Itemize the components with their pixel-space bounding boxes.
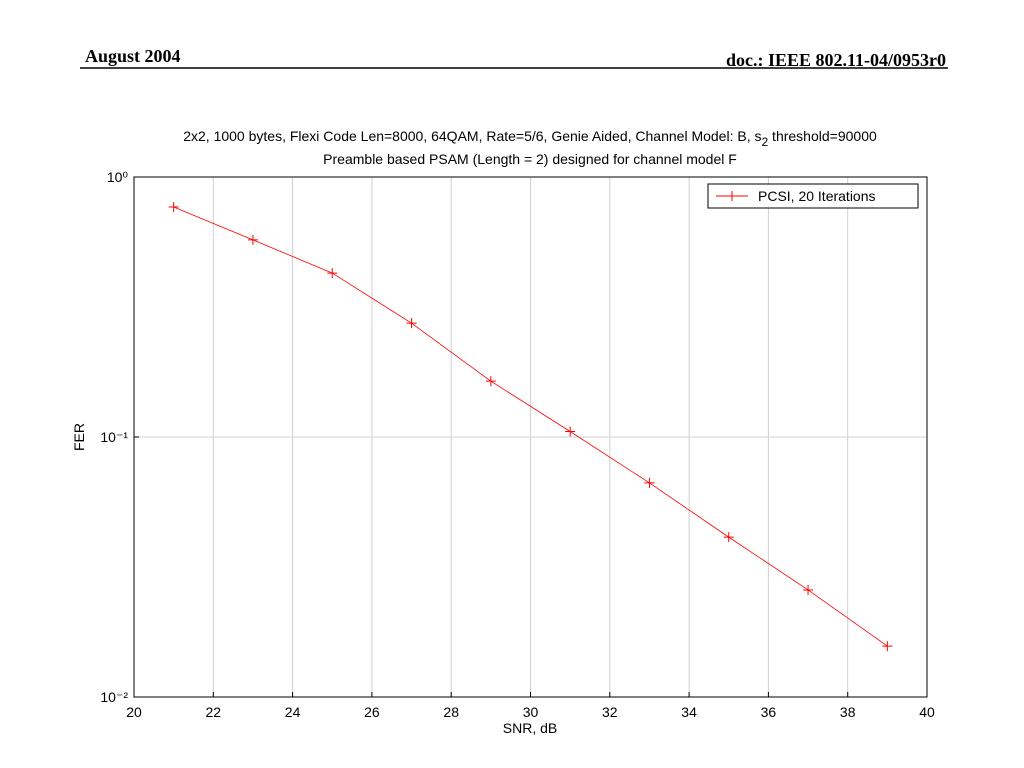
x-tick-label: 22 [206, 704, 222, 720]
data-point [644, 477, 655, 488]
plot: 20 22 24 26 28 30 32 34 36 38 40 10⁻² 10⁻¹ 10⁰ PCSI, 2… [100, 169, 935, 720]
data-point [565, 426, 576, 437]
data-point [247, 234, 258, 245]
x-tick-label: 26 [364, 704, 380, 720]
legend-label: PCSI, 20 Iterations [758, 188, 876, 204]
chart-title: 2x2, 1000 bytes, Flexi Code Len=8000, 64… [183, 128, 877, 149]
x-tick-label: 30 [523, 704, 539, 720]
y-tick-label: 10⁻² [100, 689, 128, 705]
legend-marker [727, 191, 737, 201]
series-line [173, 206, 888, 647]
data-point [406, 318, 417, 329]
x-tick-label: 20 [126, 704, 142, 720]
chart-subtitle: Preamble based PSAM (Length = 2) designe… [323, 151, 737, 167]
x-tick-label: 34 [681, 704, 697, 720]
x-tick-label: 36 [761, 704, 777, 720]
plot-frame [133, 176, 928, 698]
header-right: doc.: IEEE 802.11-04/0953r0 [726, 50, 946, 70]
data-point [327, 268, 338, 279]
x-tick-label: 38 [840, 704, 856, 720]
x-tick-label: 40 [919, 704, 935, 720]
data-point [485, 376, 496, 387]
x-tick-label: 24 [285, 704, 301, 720]
data-point [723, 532, 734, 543]
y-axis-label: FER [71, 423, 87, 451]
x-tick-label: 32 [602, 704, 618, 720]
data-point [803, 584, 814, 595]
y-tick-label: 10⁰ [107, 169, 129, 185]
x-tick-label: 28 [443, 704, 459, 720]
y-tick-label: 10⁻¹ [100, 429, 128, 445]
data-point [168, 201, 179, 212]
header-left: August 2004 [85, 46, 181, 66]
x-axis-label: SNR, dB [503, 720, 557, 736]
data-point [882, 641, 893, 652]
